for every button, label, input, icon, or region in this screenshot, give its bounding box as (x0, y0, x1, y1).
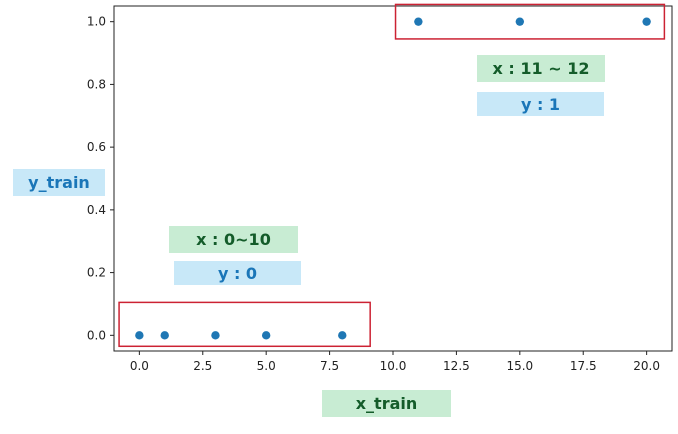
highlight-box-1 (394, 3, 666, 40)
data-point (515, 17, 525, 26)
x-tick-label: 10.0 (380, 359, 407, 373)
annotation-group0-x: x : 0~10 (169, 226, 298, 253)
data-point (261, 331, 271, 340)
y-axis-label: y_train (13, 169, 105, 196)
data-point (211, 331, 220, 340)
x-axis-label: x_train (322, 390, 451, 417)
y-tick-label: 0.6 (87, 140, 106, 154)
annotation-group1-y: y : 1 (477, 92, 604, 116)
data-point (135, 331, 144, 340)
x-axis-ticks: 0.0 2.5 5.0 7.5 10.0 12.5 15.0 17.5 20.0 (130, 351, 660, 373)
x-tick-label: 7.5 (320, 359, 339, 373)
data-point (338, 331, 347, 340)
x-tick-label: 15.0 (506, 359, 533, 373)
x-tick-label: 5.0 (257, 359, 276, 373)
y-axis-ticks: 0.0 0.2 0.4 0.6 0.8 1.0 (87, 15, 114, 342)
annotation-group0-y: y : 0 (174, 261, 301, 285)
x-tick-label: 0.0 (130, 359, 149, 373)
highlight-boxes (118, 3, 666, 348)
data-point (414, 17, 423, 26)
data-point (160, 331, 169, 340)
x-tick-label: 17.5 (570, 359, 597, 373)
annotation-group1-x: x : 11 ~ 12 (477, 55, 605, 82)
x-tick-label: 2.5 (193, 359, 212, 373)
data-points (135, 17, 651, 340)
y-tick-label: 0.0 (87, 328, 106, 342)
x-tick-label: 12.5 (443, 359, 470, 373)
y-tick-label: 0.4 (87, 203, 106, 217)
y-tick-label: 0.8 (87, 77, 106, 91)
x-tick-label: 20.0 (633, 359, 660, 373)
y-tick-label: 1.0 (87, 15, 106, 29)
y-tick-label: 0.2 (87, 266, 106, 280)
data-point (642, 17, 651, 26)
highlight-box-0 (118, 301, 371, 348)
